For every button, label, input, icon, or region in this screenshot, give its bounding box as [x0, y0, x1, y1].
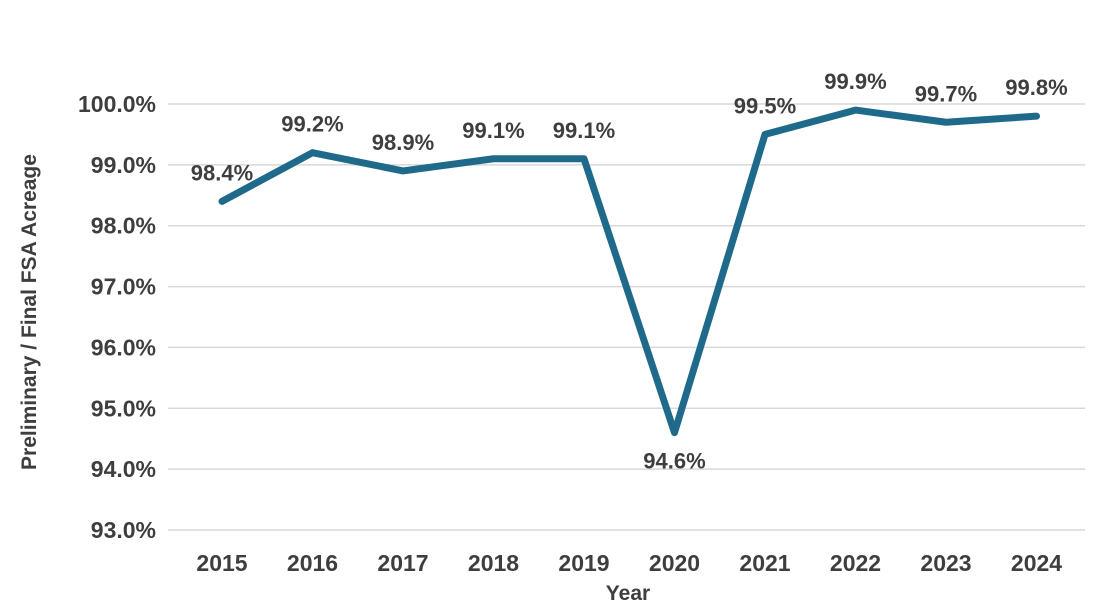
data-point-label: 99.8%	[1005, 75, 1067, 100]
data-point-label: 99.1%	[553, 118, 615, 143]
data-point-label: 98.4%	[191, 160, 253, 185]
y-tick-label: 98.0%	[91, 213, 156, 239]
data-point-label: 99.1%	[462, 118, 524, 143]
x-tick-label: 2015	[196, 550, 247, 576]
y-tick-labels: 100.0% 99.0% 98.0% 97.0% 96.0% 95.0% 94.0% 93.0…	[78, 91, 156, 543]
x-axis-title: Year	[606, 582, 650, 600]
x-tick-label: 2018	[468, 550, 519, 576]
data-point-label: 99.7%	[915, 81, 977, 106]
x-tick-label: 2021	[739, 550, 790, 576]
data-point-label: 94.6%	[643, 449, 705, 474]
x-tick-label: 2017	[377, 550, 428, 576]
y-tick-label: 96.0%	[91, 334, 156, 360]
x-tick-label: 2024	[1011, 550, 1062, 576]
y-axis-title: Preliminary / Final FSA Acreage	[18, 154, 41, 470]
x-tick-label: 2022	[830, 550, 881, 576]
x-tick-labels: 2015 2016 2017 2018 2019 2020 2021 2022 2023 2024	[196, 550, 1062, 576]
gridlines	[168, 103, 1085, 531]
data-point-label: 98.9%	[372, 130, 434, 155]
y-tick-label: 93.0%	[91, 517, 156, 543]
y-tick-label: 95.0%	[91, 395, 156, 421]
data-point-label: 99.2%	[281, 112, 343, 137]
data-line	[218, 106, 1040, 437]
x-tick-label: 2016	[287, 550, 338, 576]
y-tick-label: 100.0%	[78, 91, 156, 117]
y-tick-label: 99.0%	[91, 152, 156, 178]
y-tick-label: 97.0%	[91, 274, 156, 300]
data-point-labels: 98.4% 99.2% 98.9% 99.1% 99.1% 94.6% 99.5% 99.9%…	[191, 69, 1068, 474]
x-tick-label: 2019	[558, 550, 609, 576]
x-tick-label: 2020	[649, 550, 700, 576]
x-tick-label: 2023	[920, 550, 971, 576]
y-tick-label: 94.0%	[91, 456, 156, 482]
data-point-label: 99.5%	[734, 93, 796, 118]
data-point-label: 99.9%	[824, 69, 886, 94]
